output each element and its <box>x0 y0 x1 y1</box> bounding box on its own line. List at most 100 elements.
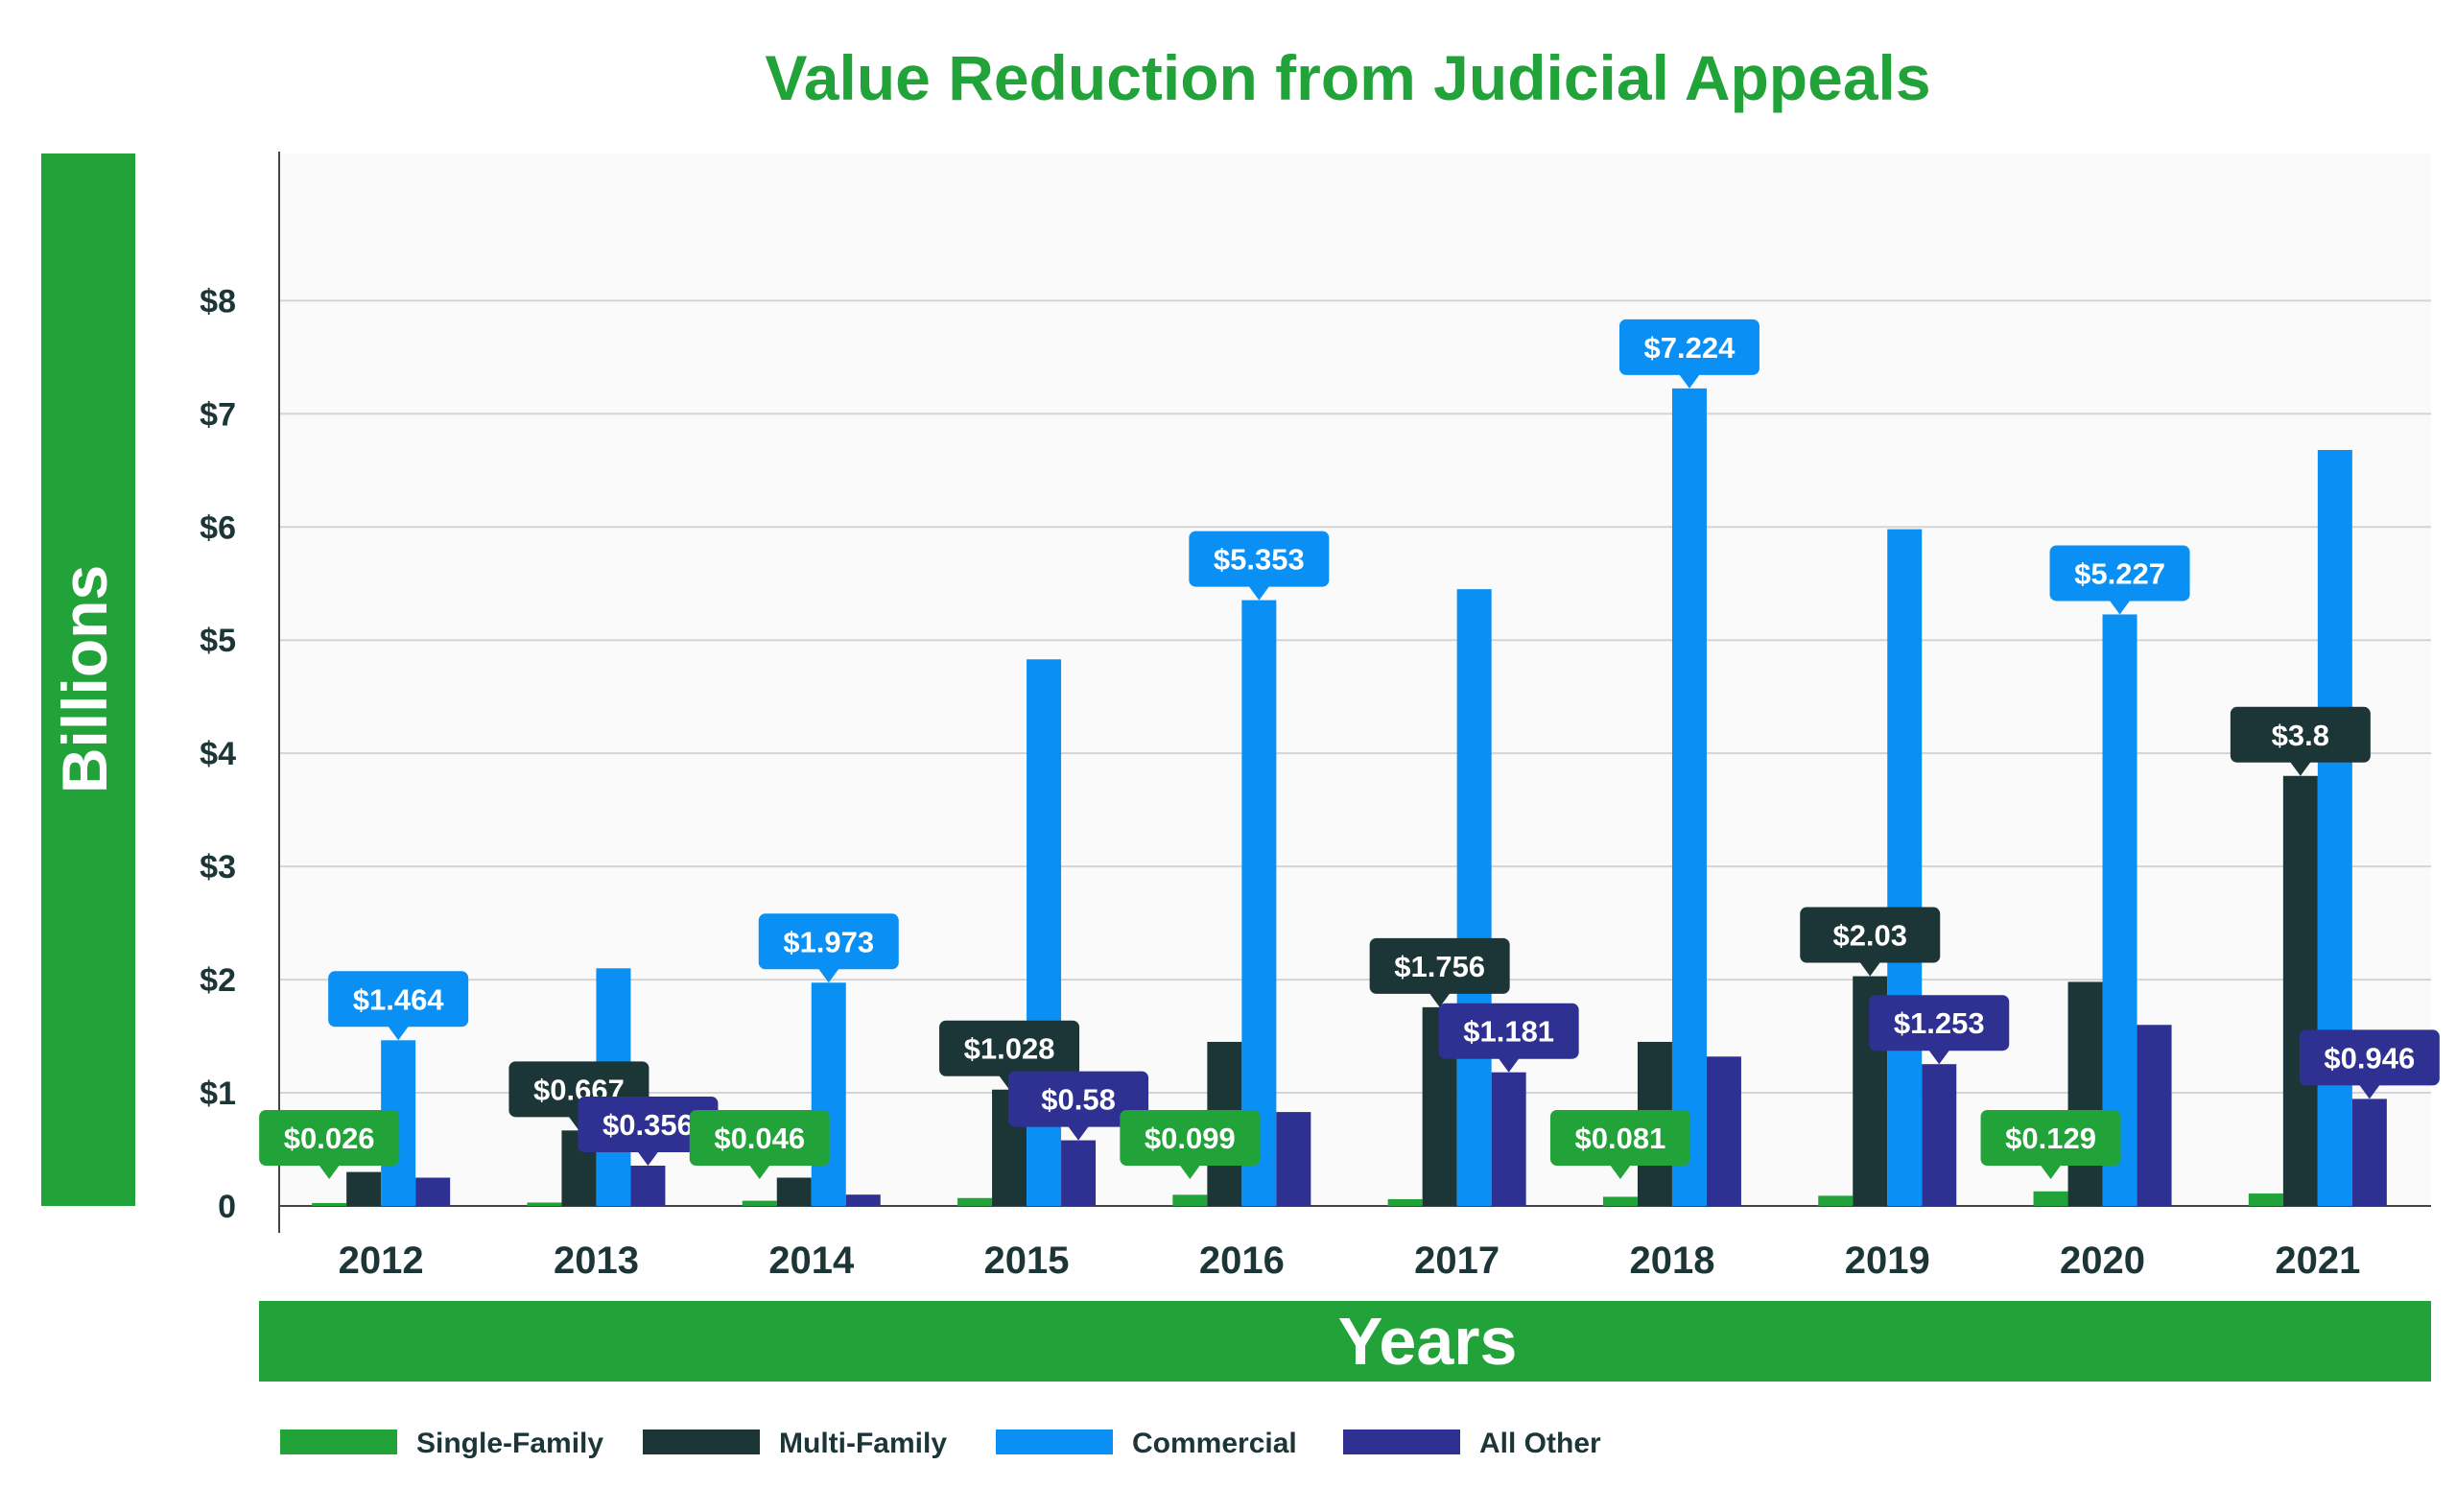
y-axis-label: Billions <box>49 565 120 793</box>
bar <box>1172 1194 1208 1206</box>
bar <box>1818 1195 1854 1206</box>
data-label: $3.8 <box>2230 706 2371 776</box>
y-tick-label: $3 <box>200 849 236 886</box>
legend-swatch <box>996 1429 1113 1454</box>
bar <box>845 1194 881 1206</box>
x-axis-label: Years <box>1338 1304 1518 1379</box>
data-label: $1.756 <box>1369 937 1510 1007</box>
data-label-box <box>1980 1110 2121 1166</box>
legend: Single-Family Multi-Family Commercial All O… <box>280 1428 1601 1459</box>
chart-title: Value Reduction from Judicial Appeals <box>765 42 1930 113</box>
legend-label: Single-Family <box>416 1428 603 1459</box>
bar <box>2067 981 2103 1206</box>
data-label: $1.181 <box>1438 1003 1579 1073</box>
bar <box>346 1171 382 1206</box>
data-label-text: $0.356 <box>602 1108 694 1142</box>
data-label-pointer <box>1609 1165 1631 1179</box>
data-label-text: $1.253 <box>1894 1006 1985 1040</box>
data-label-pointer <box>1928 1050 1950 1065</box>
data-label-text: $7.224 <box>1644 331 1736 365</box>
data-label: $0.356 <box>578 1097 719 1167</box>
data-label: $0.099 <box>1120 1110 1261 1179</box>
y-tick-label: $7 <box>200 396 236 433</box>
legend-item: Single-Family <box>280 1428 603 1459</box>
data-label-pointer <box>2358 1084 2380 1099</box>
data-label: $0.946 <box>2299 1029 2440 1099</box>
data-label: $1.973 <box>758 913 899 983</box>
legend-swatch <box>1343 1429 1460 1454</box>
legend-item: Multi-Family <box>643 1428 947 1459</box>
x-tick-labels: 2012 2013 2014 2015 2016 2017 2018 2019 2020 2021 <box>339 1240 2361 1282</box>
data-label-box <box>689 1110 830 1166</box>
bar <box>1276 1112 1311 1206</box>
data-label: $2.03 <box>1800 907 1941 977</box>
y-tick-label: $1 <box>200 1075 236 1112</box>
bar <box>1602 1196 1638 1206</box>
x-tick-label: 2017 <box>1414 1240 1500 1282</box>
data-label-box <box>259 1110 400 1166</box>
data-label-pointer <box>637 1151 659 1167</box>
bar <box>415 1177 451 1206</box>
bar <box>2137 1025 2172 1206</box>
data-label-pointer <box>1678 373 1700 389</box>
data-label-box <box>2230 706 2371 763</box>
data-label-text: $0.946 <box>2324 1041 2415 1075</box>
data-label-pointer <box>2289 761 2311 776</box>
data-label: $1.253 <box>1869 995 2010 1065</box>
data-label: $0.046 <box>689 1110 830 1179</box>
bar <box>2282 775 2318 1206</box>
bar <box>1061 1140 1097 1206</box>
data-label-box <box>758 913 899 970</box>
data-label-pointer <box>1068 1125 1090 1141</box>
data-label-box <box>1369 937 1510 994</box>
bar <box>630 1166 666 1206</box>
data-label-pointer <box>1498 1057 1520 1073</box>
data-label-box <box>328 971 469 1028</box>
y-tick-label: 0 <box>218 1189 236 1225</box>
data-label-pointer <box>1859 961 1881 977</box>
data-label-box <box>1869 995 2010 1051</box>
data-label-text: $5.353 <box>1214 543 1305 577</box>
bar <box>2248 1193 2283 1206</box>
data-label-text: $0.129 <box>2005 1122 2096 1155</box>
x-tick-label: 2021 <box>2275 1240 2360 1282</box>
y-tick-label: $6 <box>200 509 236 546</box>
data-label-box <box>2299 1029 2440 1086</box>
x-tick-label: 2019 <box>1845 1240 1930 1282</box>
y-tick-label: $4 <box>200 736 236 772</box>
data-label-pointer <box>817 968 839 983</box>
data-label: $0.129 <box>1980 1110 2121 1179</box>
x-axis-label-banner <box>259 1301 2431 1382</box>
bar <box>776 1177 812 1206</box>
data-label-box <box>1549 1110 1690 1166</box>
data-label-box <box>578 1097 719 1153</box>
data-label: $7.224 <box>1618 319 1759 389</box>
legend-swatch <box>643 1429 760 1454</box>
data-label: $0.026 <box>259 1110 400 1179</box>
bar <box>2351 1099 2387 1206</box>
bar <box>2033 1191 2068 1206</box>
bar <box>1922 1064 1957 1206</box>
y-tick-label: $5 <box>200 623 236 659</box>
x-tick-label: 2014 <box>768 1240 855 1282</box>
x-tick-label: 2018 <box>1629 1240 1714 1282</box>
bar <box>1706 1056 1741 1206</box>
bar <box>1887 529 1923 1206</box>
x-tick-label: 2015 <box>984 1240 1070 1282</box>
data-label-box <box>939 1020 1080 1076</box>
y-tick-label: $2 <box>200 962 236 999</box>
data-label-pointer <box>2040 1165 2062 1179</box>
legend-label: Commercial <box>1132 1428 1297 1459</box>
y-tick-label: $8 <box>200 283 236 319</box>
data-label-pointer <box>2109 600 2131 615</box>
data-label-text: $0.081 <box>1575 1122 1666 1155</box>
legend-label: Multi-Family <box>779 1428 947 1459</box>
bar <box>312 1202 347 1206</box>
x-tick-label: 2013 <box>554 1240 639 1282</box>
data-label: $1.464 <box>328 971 469 1041</box>
data-label-box <box>1438 1003 1579 1059</box>
data-label-text: $1.181 <box>1463 1015 1554 1049</box>
legend-item: Commercial <box>996 1428 1297 1459</box>
legend-label: All Other <box>1479 1428 1601 1459</box>
